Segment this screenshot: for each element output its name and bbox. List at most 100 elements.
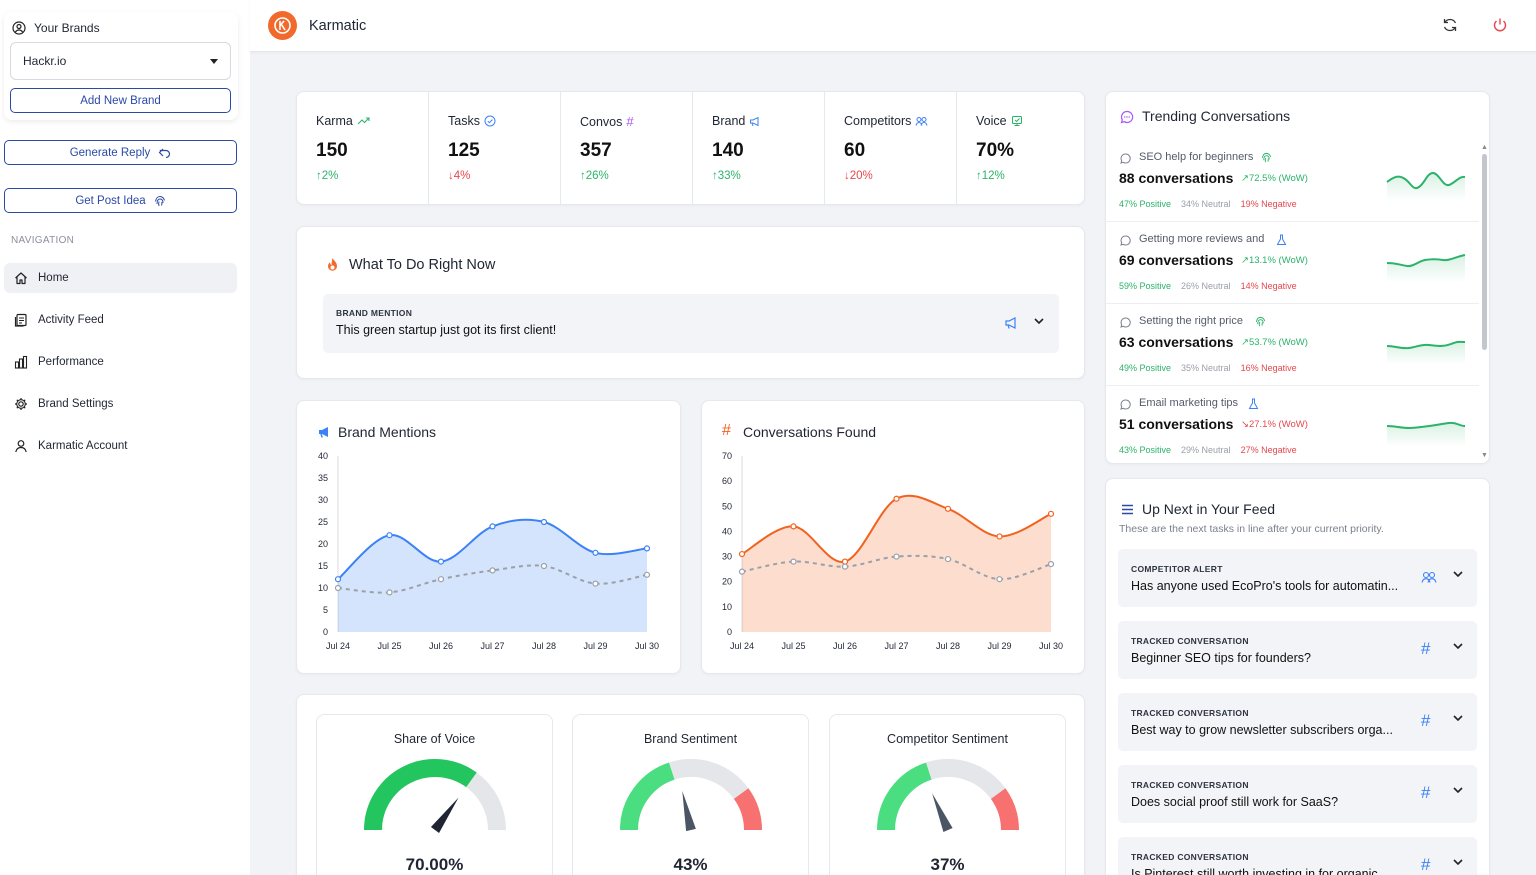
y-tick-label: 5 [323, 605, 328, 615]
trending-item[interactable]: SEO help for beginners 88 conversations … [1106, 140, 1479, 222]
your-brands-label: Your Brands [34, 21, 100, 35]
negative-share: 14% Negative [1240, 281, 1297, 291]
nav-item-label: Activity Feed [38, 314, 104, 326]
kpi-value: 125 [448, 140, 480, 161]
chevron-down-icon[interactable] [1033, 316, 1045, 326]
x-tick-label: Jul 30 [1039, 641, 1063, 651]
trending-item[interactable]: Email marketing tips 51 conversations ↘2… [1106, 386, 1479, 463]
y-tick-label: 0 [727, 627, 732, 637]
feed-task-item[interactable]: TRACKED CONVERSATION Is Pinterest still … [1118, 837, 1477, 875]
kpi-delta: ↑33% [712, 170, 741, 182]
kpi-label: Voice [976, 114, 1007, 128]
data-point [489, 523, 496, 530]
gauge-fill [364, 759, 477, 831]
hash-icon: # [722, 422, 731, 439]
y-tick-label: 30 [722, 552, 732, 562]
x-tick-label: Jul 27 [884, 641, 908, 651]
brand-select[interactable]: Hackr.io [10, 42, 231, 80]
positive-share: 59% Positive [1119, 281, 1172, 291]
nav-item-karmatic-account[interactable]: Karmatic Account [4, 431, 237, 461]
megaphone-icon [319, 427, 328, 438]
trending-wow: ↗72.5% (WoW) [1241, 173, 1308, 184]
data-point [1047, 510, 1055, 517]
gauge-neutral-segment [926, 759, 1006, 800]
scroll-up-icon[interactable]: ▲ [1481, 144, 1488, 151]
megaphone-icon [750, 116, 759, 126]
x-tick-label: Jul 26 [429, 641, 453, 651]
add-new-brand-button[interactable]: Add New Brand [10, 88, 231, 113]
kpi-label-row: Karma [316, 114, 370, 128]
y-tick-label: 0 [323, 627, 328, 637]
gauge-dial [877, 759, 1019, 832]
nav-item-performance[interactable]: Performance [4, 347, 237, 377]
trending-item[interactable]: Getting more reviews and 69 conversation… [1106, 222, 1479, 304]
flask-icon [1248, 398, 1259, 409]
refresh-icon[interactable] [1442, 17, 1458, 33]
trending-count: 88 conversations [1119, 170, 1234, 186]
fire-icon [328, 258, 337, 271]
conversations-found-card: # Conversations Found 0 10 20 30 40 50 60 70 Jul… [701, 400, 1085, 674]
hash-icon: # [1421, 855, 1431, 874]
data-point [996, 533, 1003, 540]
up-next-title: Up Next in Your Feed [1142, 501, 1276, 517]
data-point [944, 555, 952, 563]
nav-item-label: Karmatic Account [38, 440, 128, 452]
feed-task-item[interactable]: TRACKED CONVERSATION Beginner SEO tips f… [1118, 621, 1477, 679]
gauge-needle [430, 797, 459, 833]
nav-item-home[interactable]: Home [4, 263, 237, 293]
scroll-down-icon[interactable]: ▼ [1481, 452, 1488, 459]
y-tick-label: 40 [318, 451, 328, 461]
feed-task-item[interactable]: COMPETITOR ALERT Has anyone used EcoPro'… [1118, 549, 1477, 607]
kpi-brand: Brand 140 ↑33% [693, 92, 824, 205]
trending-scrollbar[interactable]: ▲ ▼ [1481, 144, 1488, 460]
chevron-down-icon[interactable] [1452, 641, 1464, 651]
brand-sentiment-gauge: Brand Sentiment 43% [572, 714, 809, 875]
trending-item[interactable]: Setting the right price 63 conversations… [1106, 304, 1479, 386]
chat-bubble-icon [1120, 153, 1131, 164]
kpi-convos: Convos # 357 ↑26% [561, 92, 692, 205]
trending-topic: Setting the right price [1139, 315, 1243, 327]
chevron-down-icon[interactable] [1452, 857, 1464, 867]
priority-task-item[interactable]: BRAND MENTION This green startup just go… [323, 294, 1059, 353]
gauge-positive-segment [877, 762, 932, 831]
nav-item-brand-settings[interactable]: Brand Settings [4, 389, 237, 419]
trending-wow: ↗13.1% (WoW) [1241, 255, 1308, 266]
neutral-share: 29% Neutral [1181, 445, 1231, 455]
gauge-negative-segment [990, 788, 1019, 831]
fingerprint-icon [154, 195, 165, 206]
get-post-idea-button[interactable]: Get Post Idea [4, 188, 237, 213]
data-point [437, 558, 445, 565]
x-tick-label: Jul 24 [730, 641, 754, 651]
generate-reply-button[interactable]: Generate Reply [4, 140, 237, 165]
competitors-icon [1421, 571, 1437, 583]
chevron-down-icon[interactable] [1452, 569, 1464, 579]
power-icon[interactable] [1492, 17, 1508, 33]
get-post-idea-label: Get Post Idea [75, 194, 146, 207]
trending-sentiment: 49% Positive 35% Neutral 16% Negative [1119, 363, 1297, 373]
brand-mentions-title: Brand Mentions [338, 424, 437, 440]
kpi-delta: ↓4% [448, 170, 471, 182]
chevron-down-icon[interactable] [1452, 785, 1464, 795]
data-point [540, 562, 548, 570]
kpi-divider [560, 92, 561, 205]
kpi-label: Convos [580, 114, 623, 129]
trending-topic: SEO help for beginners [1139, 151, 1254, 163]
kpi-divider [692, 92, 693, 205]
nav-item-activity-feed[interactable]: Activity Feed [4, 305, 237, 335]
data-point [841, 558, 849, 565]
scrollbar-thumb[interactable] [1482, 154, 1487, 350]
positive-share: 47% Positive [1119, 199, 1172, 209]
gauge-value: 37% [930, 855, 965, 874]
feed-task-item[interactable]: TRACKED CONVERSATION Does social proof s… [1118, 765, 1477, 823]
neutral-share: 35% Neutral [1181, 363, 1231, 373]
share-of-voice-gauge: Share of Voice 70.00% [316, 714, 553, 875]
chevron-down-icon[interactable] [1452, 713, 1464, 723]
gauge-needle [682, 790, 696, 832]
data-point [790, 558, 797, 565]
feed-task-item[interactable]: TRACKED CONVERSATION Best way to grow ne… [1118, 693, 1477, 751]
x-tick-label: Jul 29 [987, 641, 1011, 651]
kpi-karma: Karma 150 ↑2% [297, 92, 428, 205]
generate-reply-label: Generate Reply [69, 146, 151, 159]
data-point [996, 576, 1003, 583]
y-tick-label: 20 [722, 577, 732, 587]
